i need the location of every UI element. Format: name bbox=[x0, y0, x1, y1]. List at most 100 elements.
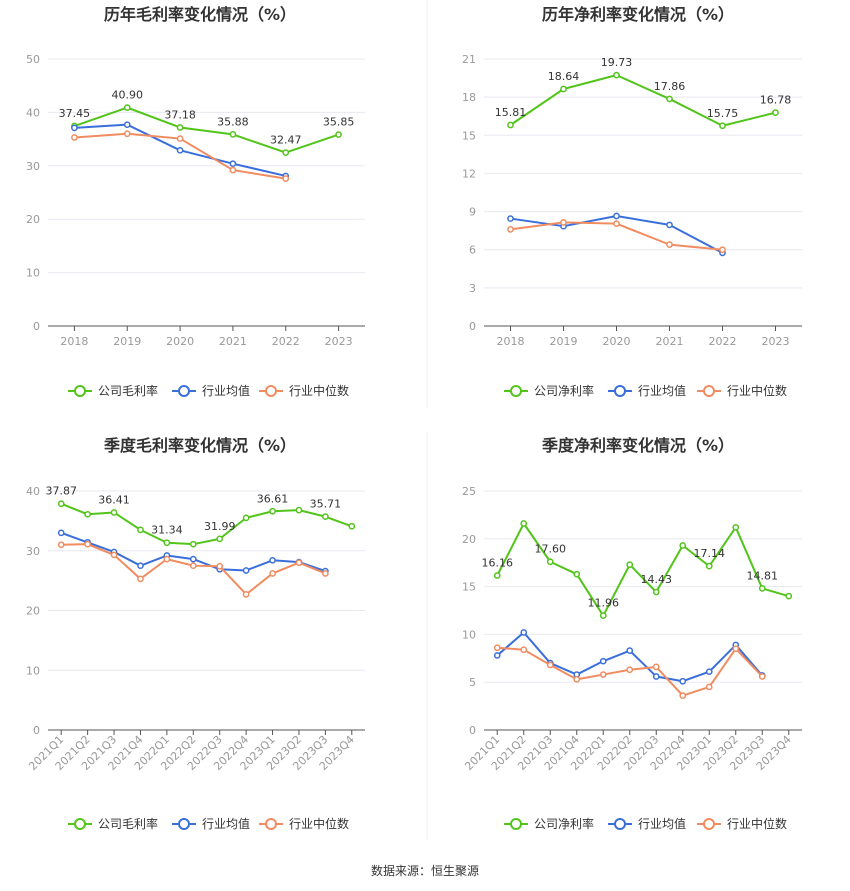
data-point-industry-avg bbox=[137, 562, 144, 570]
x-tick-label: 2023 bbox=[762, 335, 790, 348]
data-label: 16.78 bbox=[760, 94, 792, 107]
data-label: 17.86 bbox=[654, 80, 686, 93]
data-label: 40.90 bbox=[112, 89, 144, 102]
data-point-industry-avg bbox=[189, 555, 197, 563]
data-point-industry-avg bbox=[652, 673, 660, 680]
data-point-industry-median bbox=[705, 683, 713, 691]
data-label: 17.14 bbox=[694, 547, 726, 560]
data-label: 14.43 bbox=[641, 573, 673, 586]
data-label: 18.64 bbox=[548, 70, 580, 83]
legend-item-industry-median: 行业中位数 bbox=[259, 816, 349, 831]
data-point-industry-avg bbox=[493, 652, 501, 659]
data-point-industry-median bbox=[282, 175, 290, 182]
data-point-industry-median bbox=[322, 570, 329, 577]
legend-marker-icon bbox=[614, 385, 626, 397]
data-point-industry-median bbox=[229, 166, 237, 174]
y-tick-label: 30 bbox=[26, 545, 40, 558]
chart-title: 历年净利率变化情况（%） bbox=[542, 5, 734, 24]
y-tick-label: 20 bbox=[26, 605, 40, 618]
data-point-industry-avg bbox=[123, 121, 131, 129]
data-point-company bbox=[772, 109, 779, 117]
x-tick-label: 2019 bbox=[113, 335, 141, 348]
x-tick-label: 2021 bbox=[656, 335, 684, 348]
data-label: 17.60 bbox=[535, 543, 567, 556]
legend-label: 行业均值 bbox=[202, 383, 250, 398]
data-label: 31.34 bbox=[151, 524, 183, 537]
data-point-company bbox=[57, 500, 65, 508]
data-point-industry-avg bbox=[599, 657, 607, 665]
data-point-company bbox=[666, 95, 673, 103]
data-point-company bbox=[282, 149, 290, 156]
x-tick-label: 2022 bbox=[709, 335, 737, 348]
data-point-company bbox=[242, 514, 250, 522]
chart-title: 季度净利率变化情况（%） bbox=[541, 436, 734, 455]
data-point-company bbox=[546, 558, 554, 566]
data-point-industry-median bbox=[560, 219, 567, 226]
chart-panel-1: 历年毛利率变化情况（%） 0 10 20 30 40 50 2018 2019 2020 2021 2… bbox=[26, 5, 365, 398]
data-label: 19.73 bbox=[601, 56, 633, 69]
data-point-company bbox=[719, 122, 726, 130]
data-point-industry-avg bbox=[507, 215, 514, 222]
legend-marker-icon bbox=[178, 385, 190, 397]
legend-item-industry-avg: 行业均值 bbox=[172, 383, 250, 398]
data-point-company bbox=[613, 71, 620, 79]
data-point-industry-median bbox=[520, 646, 528, 654]
y-tick-label: 10 bbox=[26, 267, 40, 280]
data-label: 35.71 bbox=[310, 498, 342, 511]
y-tick-label: 18 bbox=[462, 91, 476, 104]
data-point-company bbox=[732, 523, 740, 531]
data-label: 35.85 bbox=[323, 116, 355, 129]
data-point-industry-avg bbox=[679, 677, 687, 685]
data-point-company bbox=[269, 507, 276, 515]
data-point-industry-median bbox=[269, 570, 276, 577]
legend-label: 公司毛利率 bbox=[98, 816, 158, 831]
chart-panel-4: 季度净利率变化情况（%）05101520252021Q12021Q22021Q3… bbox=[462, 436, 802, 831]
data-point-industry-avg bbox=[176, 146, 184, 154]
y-tick-label: 15 bbox=[462, 581, 476, 594]
legend-marker-icon bbox=[614, 818, 626, 830]
data-point-industry-median bbox=[599, 671, 607, 678]
data-point-company bbox=[137, 526, 144, 534]
legend-item-company: 公司净利率 bbox=[504, 383, 594, 398]
y-tick-label: 3 bbox=[469, 282, 476, 295]
y-tick-label: 12 bbox=[462, 167, 476, 180]
data-point-industry-median bbox=[176, 135, 184, 142]
y-tick-label: 10 bbox=[462, 628, 476, 641]
y-tick-label: 50 bbox=[26, 53, 40, 66]
x-tick-label: 2021 bbox=[219, 335, 247, 348]
y-tick-label: 25 bbox=[462, 485, 476, 498]
data-label: 37.45 bbox=[59, 107, 91, 120]
legend-marker-icon bbox=[265, 818, 277, 830]
data-point-company bbox=[652, 588, 660, 596]
legend-label: 行业均值 bbox=[638, 383, 686, 398]
y-tick-label: 0 bbox=[469, 724, 476, 737]
legend-marker-icon bbox=[74, 818, 86, 830]
y-tick-label: 0 bbox=[469, 320, 476, 333]
data-point-company bbox=[599, 612, 607, 620]
data-point-industry-median bbox=[137, 575, 144, 583]
data-label: 37.18 bbox=[164, 108, 196, 121]
data-source-footer: 数据来源：恒生聚源 bbox=[371, 863, 479, 878]
data-point-industry-median bbox=[573, 675, 581, 683]
data-point-industry-median bbox=[123, 130, 131, 138]
data-point-company bbox=[758, 585, 766, 592]
data-point-industry-median bbox=[666, 241, 673, 248]
legend-marker-icon bbox=[178, 818, 190, 830]
x-tick-label: 2020 bbox=[166, 335, 194, 348]
series-line-company bbox=[60, 502, 353, 546]
data-point-company bbox=[216, 535, 224, 543]
data-point-industry-avg bbox=[520, 629, 528, 636]
data-point-industry-avg bbox=[705, 668, 713, 676]
chart-title: 历年毛利率变化情况（%） bbox=[104, 5, 296, 24]
y-tick-label: 10 bbox=[26, 664, 40, 677]
x-tick-label: 2018 bbox=[60, 335, 88, 348]
y-tick-label: 9 bbox=[469, 206, 476, 219]
y-tick-label: 5 bbox=[469, 676, 476, 689]
data-point-company bbox=[110, 509, 118, 516]
legend-item-industry-median: 行业中位数 bbox=[697, 816, 787, 831]
legend-label: 行业均值 bbox=[638, 816, 686, 831]
y-tick-label: 40 bbox=[26, 106, 40, 119]
data-point-company bbox=[176, 124, 184, 131]
data-point-industry-median bbox=[719, 246, 726, 254]
